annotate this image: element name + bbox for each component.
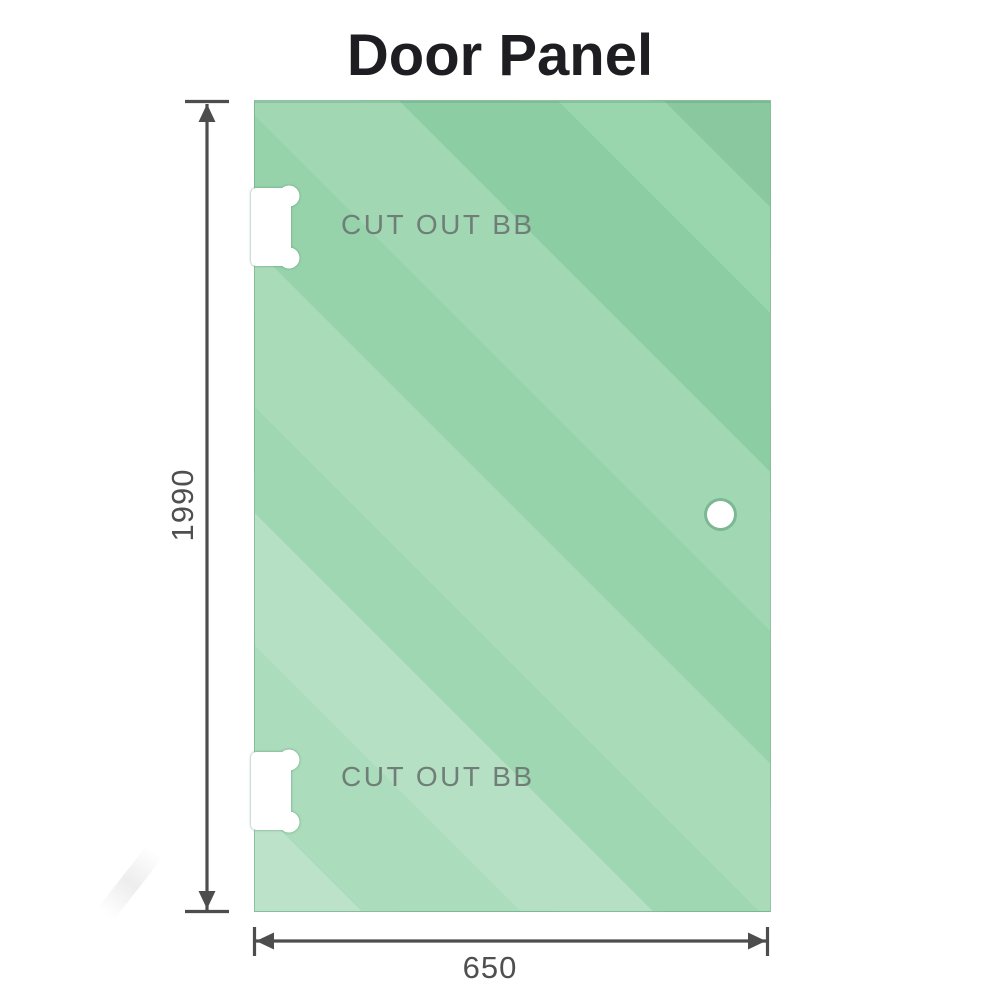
- glass-panel: CUT OUT BB CUT OUT BB: [251, 100, 771, 912]
- height-dimension-value: 1990: [165, 468, 200, 542]
- hinge-cutout-top: [251, 185, 300, 269]
- cutout-label-top: CUT OUT BB: [341, 209, 535, 240]
- handle-hole: [707, 501, 734, 528]
- cutout-label-bottom: CUT OUT BB: [341, 761, 535, 792]
- hinge-cutout-bottom: [251, 749, 300, 833]
- background-reflection-streak: [97, 845, 163, 921]
- diagram-title: Door Panel: [346, 23, 654, 88]
- width-dimension-value: 650: [462, 950, 518, 985]
